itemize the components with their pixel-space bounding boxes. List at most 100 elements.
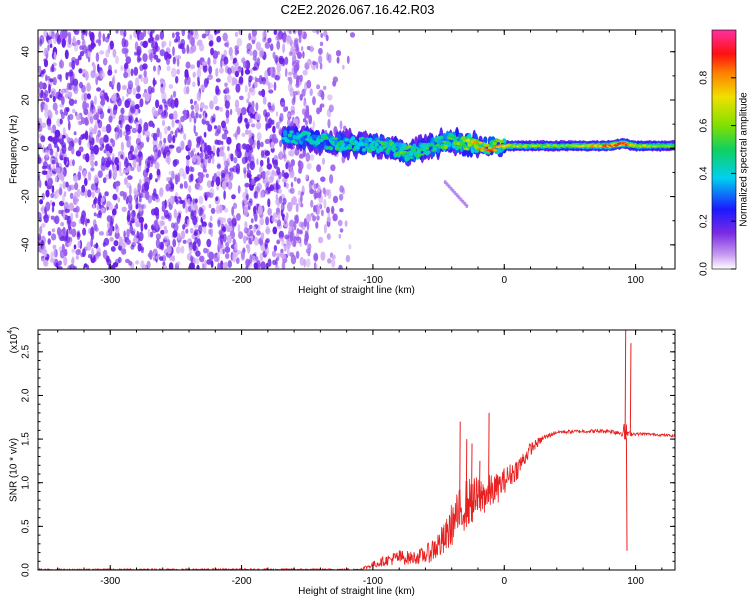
noise-blob [200,151,204,159]
x-tick-label: 100 [627,576,644,587]
noise-blob [331,206,335,215]
x-tick-label: -100 [363,275,383,286]
noise-blob [230,153,234,162]
noise-blob [142,128,145,136]
noise-blob [43,47,49,55]
colorbar-gradient [711,29,737,270]
noise-blob [89,145,94,151]
noise-blob [210,47,215,56]
noise-blob [155,99,160,109]
noise-blob [153,188,157,197]
noise-blob [202,263,205,269]
noise-blob [111,85,114,90]
noise-blob [135,197,139,208]
noise-blob [66,82,71,91]
noise-blob [115,55,119,65]
noise-blob [163,209,169,218]
noise-blob [285,34,291,45]
signal-blob [443,144,449,149]
noise-blob [58,266,63,269]
noise-blob [298,201,301,206]
noise-blob [269,43,274,51]
noise-blob [229,54,234,61]
noise-blob [61,38,66,48]
noise-blob [336,56,340,64]
noise-blob [298,154,304,159]
noise-blob [248,198,253,204]
noise-blob [189,98,194,105]
noise-blob [123,193,127,201]
noise-blob [159,77,164,85]
noise-blob [138,118,143,126]
noise-blob [319,62,323,70]
noise-blob [310,45,314,53]
noise-blob [235,83,241,93]
noise-blob [81,133,85,140]
colorbar-label: Normalized spectral amplitude [739,92,750,227]
noise-blob [148,48,154,55]
noise-blob [103,237,110,246]
noise-blob [139,98,144,108]
noise-blob [61,144,67,155]
noise-blob [289,87,295,97]
noise-blob [225,253,230,259]
noise-blob [245,121,250,129]
noise-blob [198,195,204,205]
signal-blob [491,144,496,149]
snr-spike [478,460,481,509]
noise-blob [159,256,164,261]
noise-blob [182,110,188,115]
noise-blob [318,55,323,65]
noise-blob [120,154,124,160]
noise-blob [295,62,300,71]
spectrogram-x-ticks: -300 -200 -100 0 100 [57,30,663,286]
noise-blob [99,50,105,55]
noise-blob [298,229,303,235]
noise-blob [185,61,191,69]
noise-blob [238,231,244,240]
noise-blob [182,224,186,230]
noise-blob [157,143,163,152]
noise-blob [270,172,275,182]
noise-blob [156,168,161,176]
noise-blob [175,76,179,84]
noise-blob [132,159,137,169]
signal-blob [333,137,338,140]
noise-blob [168,170,173,176]
noise-blob [186,44,190,54]
signal-blob [311,134,316,141]
noise-blob [190,110,195,119]
noise-blob [335,50,342,57]
noise-blob [135,204,139,210]
noise-blob [196,60,201,68]
noise-blob [241,107,247,116]
noise-blob [265,228,271,234]
noise-blob [54,176,58,183]
noise-blob [349,32,356,38]
noise-blob [73,244,77,250]
noise-blob [262,96,267,105]
noise-blob [246,163,250,170]
noise-blob [190,211,195,221]
signal-tail [451,188,455,193]
noise-blob [276,166,281,176]
noise-blob [200,84,206,91]
noise-blob [172,159,178,167]
noise-blob [119,172,124,177]
noise-blob [90,116,94,125]
snr-panel: -300 -200 -100 0 100 0.0 0.5 1.0 1.5 2.0 2.5 Heig… [7,327,676,597]
signal-blob [364,137,370,145]
noise-blob [276,219,282,227]
noise-blob [329,174,334,184]
noise-blob [135,260,140,265]
noise-blob [50,192,55,199]
noise-blob [126,239,131,245]
noise-blob [131,230,136,236]
noise-blob [159,187,164,196]
signal-blob [472,138,477,142]
noise-blob [190,36,195,47]
noise-blob [213,95,218,105]
noise-blob [198,114,202,119]
noise-blob [51,90,55,97]
noise-blob [175,246,181,254]
